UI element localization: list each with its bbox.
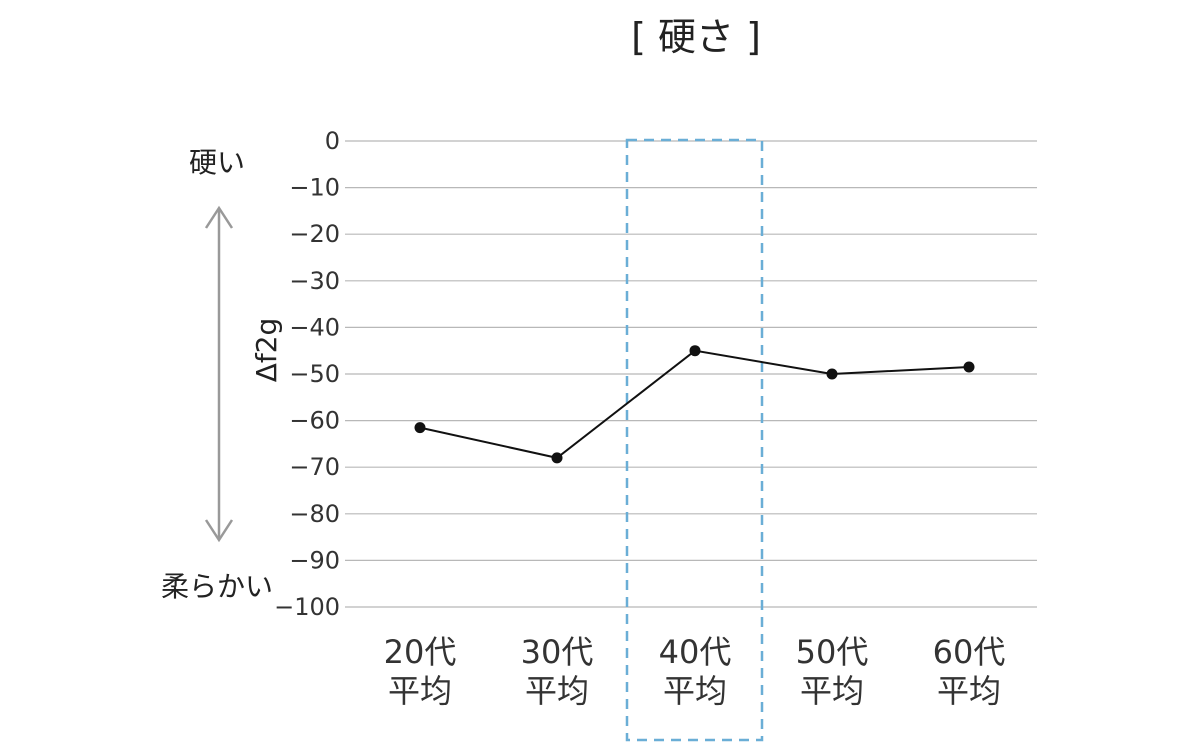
y-tick-label: −30	[289, 267, 340, 295]
arrow-head-up	[204, 205, 234, 229]
category-label-line1: 20代	[384, 633, 457, 671]
category-label-line1: 40代	[659, 633, 732, 671]
y-tick-label: −40	[289, 313, 340, 341]
series-polyline	[419, 349, 970, 459]
data-point	[963, 361, 975, 373]
highlight-40s-box	[625, 138, 764, 742]
series-line	[414, 345, 975, 464]
data-point	[826, 368, 838, 380]
y-tick-label: −70	[289, 453, 340, 481]
arrow-head-down	[204, 519, 234, 543]
y-tick-label: −50	[289, 360, 340, 388]
category-label-line1: 60代	[933, 633, 1006, 671]
category-label-line2: 平均	[388, 672, 452, 710]
category-label-line2: 平均	[800, 672, 864, 710]
label-soft: 柔らかい	[161, 570, 273, 603]
y-tick-label: −100	[274, 593, 340, 621]
grid-lines	[345, 140, 1037, 608]
category-label-line1: 30代	[521, 633, 594, 671]
y-tick-label: −10	[289, 174, 340, 202]
category-label-line2: 平均	[663, 672, 727, 710]
category-label-line2: 平均	[525, 672, 589, 710]
y-tick-label: −80	[289, 500, 340, 528]
category-label-line1: 50代	[796, 633, 869, 671]
y-tick-label: −60	[289, 407, 340, 435]
label-hard: 硬い	[189, 146, 245, 179]
y-tick-label: −90	[289, 546, 340, 574]
chart-title: [ 硬さ ]	[631, 15, 761, 59]
category-label-line2: 平均	[937, 672, 1001, 710]
hardness-arrow	[204, 205, 234, 543]
y-tick-label: −20	[289, 220, 340, 248]
data-point	[414, 422, 426, 434]
y-axis-label: Δf2g	[250, 318, 283, 383]
data-point	[689, 345, 701, 357]
data-point	[551, 452, 563, 464]
y-tick-labels: 0 −10 −20 −30 −40 −50 −60 −70 −80 −90 −100	[274, 127, 340, 621]
y-tick-label: 0	[325, 127, 340, 155]
